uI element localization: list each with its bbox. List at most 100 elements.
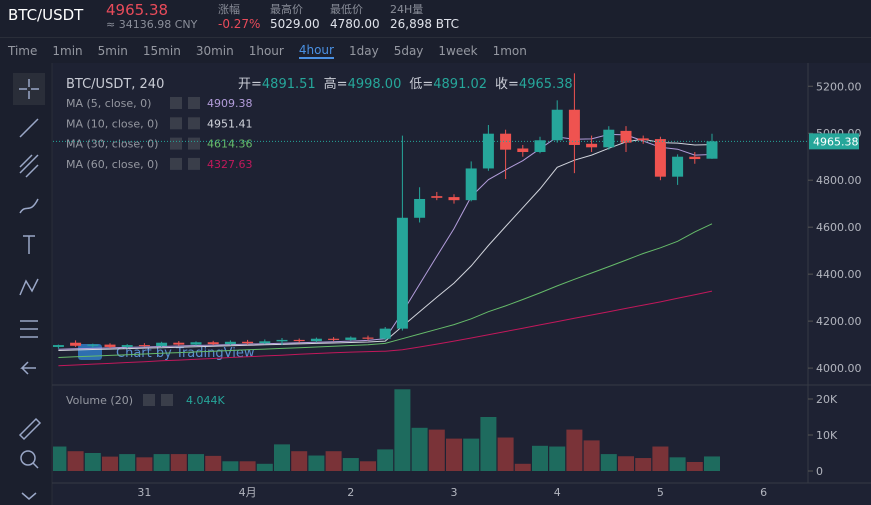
volume-bar [188,454,204,472]
ma-name: MA (5, close, 0) [66,97,151,110]
candle-body [551,109,563,141]
volume-bar [274,444,290,472]
stat-value: 26,898 BTC [390,17,460,31]
ma-line [58,223,713,358]
ma-name: MA (10, close, 0) [66,117,158,130]
interval-button[interactable]: 5day [393,44,424,58]
ma-settings [170,157,182,170]
ohlc-value: 4998.00 [348,77,402,92]
cny-price: ≈ 34136.98 CNY [106,18,198,31]
ma-name: MA (60, close, 0) [66,158,158,171]
ohlc-label: 开= [238,77,262,92]
x-tick-label: 31 [137,486,151,499]
volume-bar [600,454,617,472]
y-tick-label: 4600.00 [816,221,862,234]
candle-body [70,342,82,346]
volume-bar [446,438,462,472]
ma-line [58,138,713,351]
interval-button[interactable]: 4hour [298,43,334,59]
volume-bar [342,458,359,472]
volume-bar [669,457,686,472]
volume-close [161,394,173,406]
interval-button[interactable]: 1week [438,44,478,58]
volume-bar [222,461,239,472]
volume-bar [102,456,118,472]
volume-title: Volume (20) [66,394,133,407]
stat-value: 4780.00 [330,17,380,31]
volume-bar [514,463,531,472]
last-price-tag [809,133,859,150]
interval-button[interactable]: 30min [195,44,234,58]
stat-label: 涨幅 [218,3,240,16]
ohlc-label: 低= [409,77,433,92]
volume-bar [652,446,669,472]
volume-bar [394,389,411,472]
volume-bar [463,438,480,472]
candle-body [345,337,357,340]
candle-body [121,345,133,347]
volume-bar [360,461,376,472]
volume-bar [256,463,273,472]
interval-button[interactable]: 5min [97,44,128,58]
volume-tick-label: 0 [816,465,823,478]
ohlc-label: 收= [495,77,519,92]
volume-bar [119,454,136,472]
legend-title: BTC/USDT, 240 [66,77,164,92]
candle-body [173,342,185,345]
drawing-tools[interactable] [13,73,45,500]
volume-current: 4.044K [186,394,225,407]
volume-bar [84,453,101,472]
price: 4965.38 [106,1,169,19]
volume-bar [549,446,566,472]
volume-bar [291,451,308,472]
y-tick-label: 4400.00 [816,268,862,281]
candle-body [448,197,460,201]
y-tick-label: 4800.00 [816,174,862,187]
ma-settings [170,97,182,109]
volume-bar [686,462,703,472]
volume-bar [153,454,170,472]
candle-body [259,341,271,344]
symbol: BTC/USDT [8,6,84,24]
interval-button[interactable]: Time [8,44,38,58]
volume-bar [532,445,548,472]
stat-value: 5029.00 [270,17,320,31]
ma-close [188,97,200,109]
volume-bar [239,461,256,472]
candle-body [53,345,64,347]
ohlc-value: 4891.02 [433,77,487,92]
volume-bar [411,427,428,472]
candle-body [242,341,254,344]
x-tick-label: 2 [347,486,354,499]
interval-button[interactable]: 15min [142,44,181,58]
ma-settings [170,137,182,150]
candle-body [190,342,202,345]
volume-bar [205,455,222,472]
candle-body [637,138,649,141]
ohlc-value: 4891.51 [262,77,316,92]
interval-button[interactable]: 1mon [492,44,527,58]
watermark: Chart by TradingView [116,346,255,361]
interval-button[interactable]: 1hour [248,44,284,58]
plot-area [53,73,720,472]
candle-body [104,344,116,347]
interval-button[interactable]: 1min [52,44,83,58]
volume-bar [704,456,720,472]
ohlc-label: 高= [324,76,348,92]
x-tick-label: 3 [451,486,458,499]
candle-body [224,341,236,345]
last-price-label: 4965.38 [813,135,859,148]
candle-body [586,143,598,148]
candle-body [87,344,99,346]
interval-button[interactable]: 1day [348,44,379,58]
stat-label: 最低价 [330,3,363,16]
ma-settings [170,117,182,130]
candle-body [482,133,494,169]
candle-body [689,156,701,160]
volume-bar [635,458,652,472]
volume-bar [428,429,445,472]
volume-bar [136,457,153,472]
volume-bar [377,449,394,472]
y-tick-label: 5200.00 [816,80,862,93]
volume-settings [143,394,155,406]
